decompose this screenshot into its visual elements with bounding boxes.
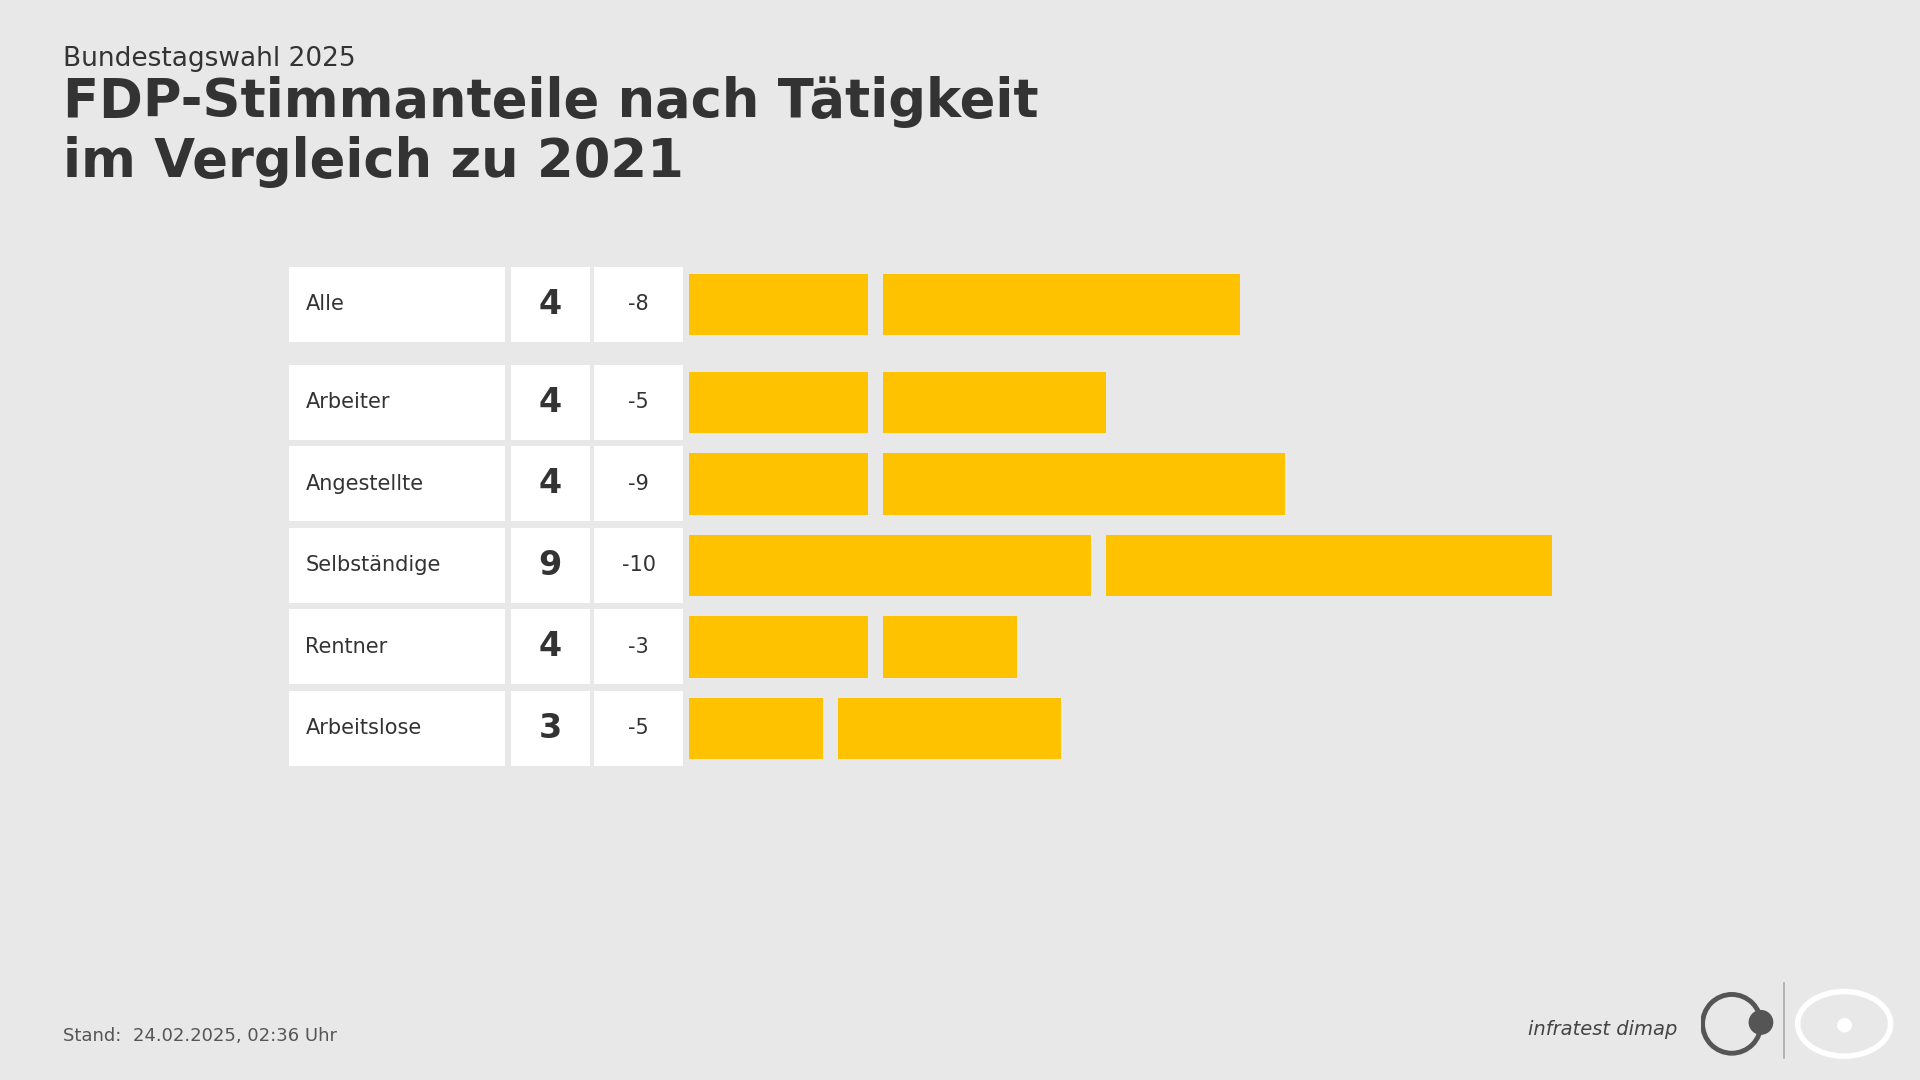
Text: ●: ● [1836,1014,1853,1034]
Text: Angestellte: Angestellte [305,474,424,494]
Text: Stand:  24.02.2025, 02:36 Uhr: Stand: 24.02.2025, 02:36 Uhr [63,1027,338,1045]
FancyBboxPatch shape [839,698,1062,759]
FancyBboxPatch shape [290,446,505,522]
FancyBboxPatch shape [511,691,589,766]
Text: 4: 4 [540,386,563,419]
Text: Selbständige: Selbständige [305,555,442,576]
Text: 4: 4 [540,468,563,500]
Text: Rentner: Rentner [305,637,388,657]
Text: Arbeiter: Arbeiter [305,392,390,413]
FancyBboxPatch shape [290,691,505,766]
FancyBboxPatch shape [511,446,589,522]
Text: 4: 4 [540,631,563,663]
Text: 3: 3 [540,712,563,745]
Text: 4: 4 [540,287,563,321]
FancyBboxPatch shape [511,365,589,440]
Text: -3: -3 [628,637,649,657]
FancyBboxPatch shape [883,454,1284,514]
FancyBboxPatch shape [290,609,505,685]
FancyBboxPatch shape [1106,535,1553,596]
FancyBboxPatch shape [689,273,868,335]
FancyBboxPatch shape [593,691,684,766]
Text: 9: 9 [540,549,563,582]
FancyBboxPatch shape [883,372,1106,433]
FancyBboxPatch shape [290,267,505,341]
Text: Bundestagswahl 2025: Bundestagswahl 2025 [63,46,355,72]
Text: -9: -9 [628,474,649,494]
Text: infratest dimap: infratest dimap [1528,1020,1678,1039]
FancyBboxPatch shape [511,267,589,341]
Text: FDP-Stimmanteile nach Tätigkeit
im Vergleich zu 2021: FDP-Stimmanteile nach Tätigkeit im Vergl… [63,76,1039,188]
FancyBboxPatch shape [883,273,1240,335]
Text: Arbeitslose: Arbeitslose [305,718,422,739]
FancyBboxPatch shape [689,454,868,514]
FancyBboxPatch shape [689,535,1091,596]
FancyBboxPatch shape [593,365,684,440]
Text: -8: -8 [628,294,649,314]
FancyBboxPatch shape [511,528,589,603]
FancyBboxPatch shape [593,267,684,341]
FancyBboxPatch shape [290,528,505,603]
Text: -5: -5 [628,718,649,739]
FancyBboxPatch shape [290,365,505,440]
FancyBboxPatch shape [511,609,589,685]
Text: -5: -5 [628,392,649,413]
FancyBboxPatch shape [689,698,824,759]
Text: Alle: Alle [305,294,344,314]
FancyBboxPatch shape [689,617,868,677]
FancyBboxPatch shape [593,609,684,685]
FancyBboxPatch shape [593,446,684,522]
FancyBboxPatch shape [593,528,684,603]
FancyBboxPatch shape [689,372,868,433]
FancyBboxPatch shape [883,617,1018,677]
Text: -10: -10 [622,555,657,576]
Circle shape [1749,1011,1772,1035]
